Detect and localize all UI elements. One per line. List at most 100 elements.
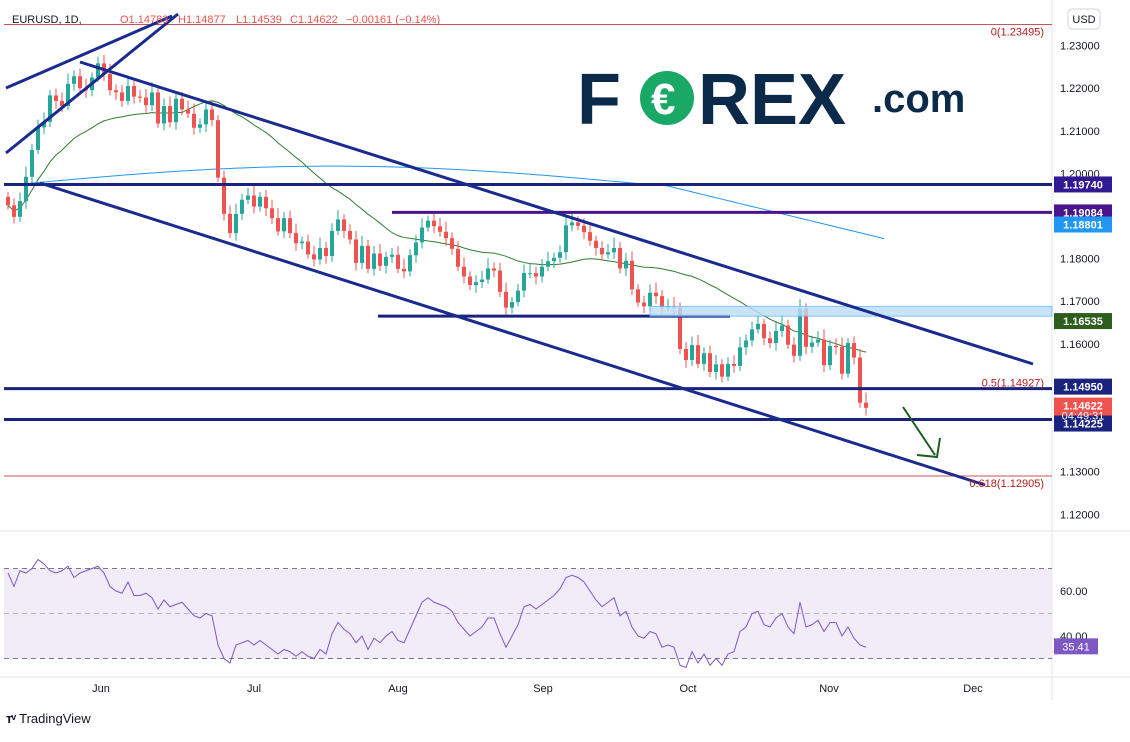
rising-wedge-upper-line	[5, 14, 173, 90]
rsi-value-box	[1054, 638, 1098, 655]
candle-body	[120, 92, 124, 101]
candle-body	[732, 363, 736, 367]
currency-button[interactable]: USD	[1067, 8, 1101, 30]
candle-body	[378, 253, 382, 266]
candle-body	[726, 363, 730, 377]
candle-body	[756, 323, 760, 330]
candle-body	[294, 233, 298, 244]
candle-body	[216, 120, 220, 178]
candle-body	[318, 247, 322, 260]
symbol-title: EURUSD, 1D,	[12, 14, 82, 26]
drawings: 0(1.23495) 0.5(1.14927) 0.618(1.12905)	[4, 12, 1053, 490]
price-label-text: 1.14225	[1063, 419, 1103, 431]
price-label-text: 1.16535	[1063, 316, 1103, 328]
candle-body	[858, 357, 862, 403]
candle-body	[798, 308, 802, 356]
candle-body	[336, 219, 340, 231]
candle-body	[606, 252, 610, 255]
candle-body	[408, 255, 412, 272]
rsi-tick-label: 60.00	[1060, 586, 1088, 598]
candle-body	[150, 92, 154, 106]
candle-body	[594, 240, 598, 248]
channel-lower-line	[39, 181, 986, 487]
sma-200-line	[7, 165, 885, 240]
rsi-line	[7, 558, 867, 669]
price-label-box	[1054, 313, 1112, 330]
candle-body	[750, 329, 754, 341]
candle-body	[438, 226, 442, 232]
candle-body	[570, 222, 574, 226]
candle-body	[600, 247, 604, 255]
price-axis: 1.230001.220001.210001.200001.180001.170…	[1060, 41, 1100, 643]
candle-body	[738, 347, 742, 367]
candle-body	[300, 241, 304, 244]
time-tick-label: Jul	[247, 683, 261, 695]
candle-body	[288, 218, 292, 234]
price-label-text: 1.14622	[1063, 401, 1103, 413]
candle-body	[126, 86, 130, 101]
candle-body	[840, 346, 844, 374]
fib-label: 0.5(1.14927)	[982, 377, 1044, 389]
candle-body	[264, 196, 268, 209]
time-tick-label: Dec	[963, 683, 983, 695]
candle-body	[12, 205, 16, 217]
candle-body	[450, 238, 454, 249]
logo-coin-icon	[640, 71, 694, 125]
candle-body	[564, 225, 568, 253]
candle-body	[252, 195, 256, 207]
candle-body	[414, 242, 418, 256]
price-label-box	[1054, 204, 1112, 221]
candle-body	[234, 213, 238, 234]
candle-body	[714, 364, 718, 372]
candle-body	[324, 247, 328, 257]
candle-body	[282, 218, 286, 232]
candle-body	[240, 199, 244, 214]
candle-body	[462, 266, 466, 277]
candle-body	[654, 292, 658, 297]
rsi-value-label: 35.41	[1062, 641, 1090, 653]
candle-body	[348, 230, 352, 240]
candle-body	[198, 124, 202, 128]
candle-body	[612, 247, 616, 253]
ohlc-open: O1.14783	[120, 14, 168, 26]
price-tick-label: 1.23000	[1060, 41, 1100, 53]
candle-body	[486, 268, 490, 280]
candle-body	[156, 92, 160, 124]
time-tick-label: Aug	[388, 683, 408, 695]
candle-body	[42, 121, 46, 128]
candle-body	[456, 248, 460, 267]
price-tick-label: 1.12000	[1060, 509, 1100, 521]
candle-body	[480, 279, 484, 283]
candle-body	[186, 109, 190, 114]
candle-body	[384, 256, 388, 266]
candle-body	[810, 342, 814, 347]
candle-body	[816, 339, 820, 343]
candle-body	[360, 245, 364, 263]
time-tick-label: Oct	[679, 683, 696, 695]
candle-body	[30, 149, 34, 177]
candle-body	[312, 254, 316, 260]
candle-body	[804, 308, 808, 347]
price-label-text: 1.19740	[1063, 179, 1103, 191]
tradingview-brand[interactable]: ᴛᵛ TradingView	[6, 711, 91, 726]
time-tick-label: Nov	[819, 683, 839, 695]
candle-body	[846, 343, 850, 374]
candle-body	[390, 254, 394, 257]
candle-body	[636, 289, 640, 303]
candle-body	[468, 276, 472, 286]
ohlc-low: L1.14539	[236, 14, 282, 26]
candle-body	[222, 177, 226, 214]
candle-body	[696, 345, 700, 364]
candle-body	[432, 220, 436, 227]
candle-body	[498, 270, 502, 292]
currency-label: USD	[1072, 14, 1095, 26]
logo-euro-icon: €	[651, 75, 675, 124]
candle-body	[588, 232, 592, 241]
candle-body	[24, 176, 28, 202]
candle-body	[576, 222, 580, 226]
candle-body	[96, 63, 100, 78]
candle-body	[702, 353, 706, 364]
candle-body	[144, 97, 148, 106]
